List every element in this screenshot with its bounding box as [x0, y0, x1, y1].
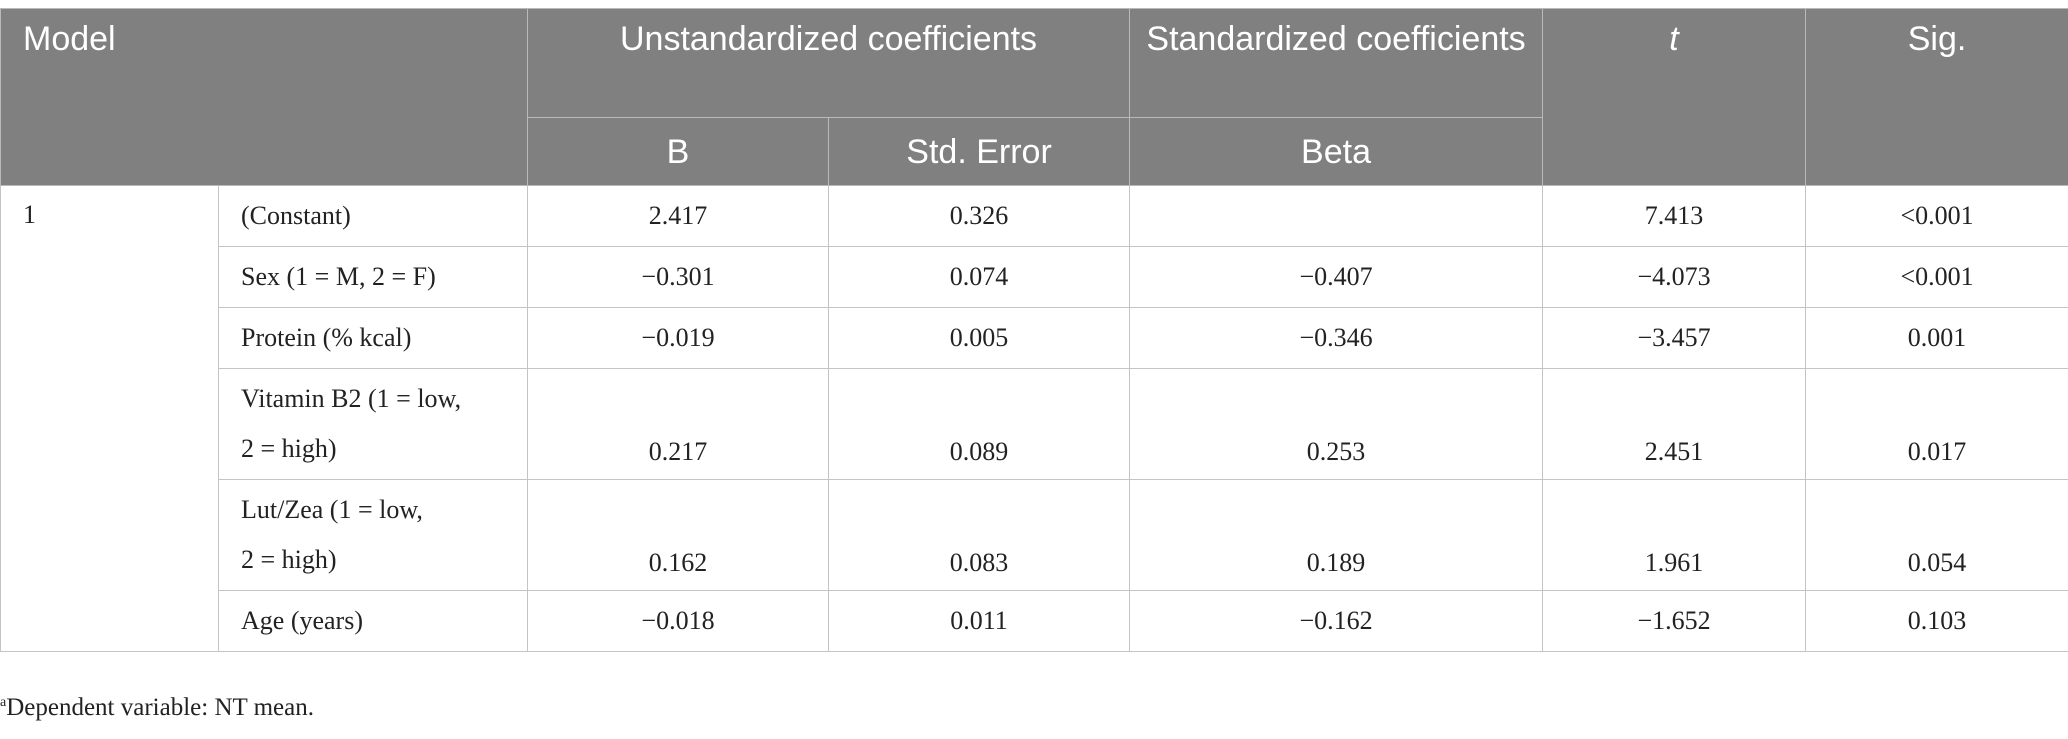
beta-cell [1129, 185, 1544, 247]
table-row: Lut/Zea (1 = low, 2 = high) 0.162 0.083 0… [1, 479, 2068, 591]
sig-cell: 0.054 [1805, 479, 2068, 591]
predictor-line: 2 = high) [241, 545, 337, 574]
sig-cell: 0.001 [1805, 307, 2068, 369]
header-t-label: t [1669, 20, 1679, 58]
std-error-cell: 0.083 [828, 479, 1131, 591]
predictor-cell: Age (years) [217, 590, 529, 652]
table-row: Age (years) −0.018 0.011 −0.162 −1.652 0… [1, 590, 2068, 652]
table-row: Protein (% kcal) −0.019 0.005 −0.346 −3.… [1, 307, 2068, 369]
std-error-cell: 0.089 [828, 368, 1131, 480]
predictor-line: Lut/Zea (1 = low, [241, 495, 423, 524]
table-row: Sex (1 = M, 2 = F) −0.301 0.074 −0.407 −… [1, 246, 2068, 308]
predictor-cell: Vitamin B2 (1 = low, 2 = high) [217, 368, 529, 480]
b-cell: 0.162 [527, 479, 830, 591]
predictor-cell: Sex (1 = M, 2 = F) [217, 246, 529, 308]
header-beta: Beta [1129, 117, 1544, 186]
header-t: t [1542, 8, 1807, 186]
header-sig: Sig. [1805, 8, 2068, 186]
std-error-cell: 0.074 [828, 246, 1131, 308]
b-cell: 0.217 [527, 368, 830, 480]
sig-cell: <0.001 [1805, 246, 2068, 308]
beta-cell: −0.346 [1129, 307, 1544, 369]
t-cell: 7.413 [1542, 185, 1807, 247]
beta-cell: −0.162 [1129, 590, 1544, 652]
beta-cell: −0.407 [1129, 246, 1544, 308]
beta-cell: 0.189 [1129, 479, 1544, 591]
header-unstandardized-coefficients: Unstandardized coefficients [527, 8, 1131, 118]
t-cell: 2.451 [1542, 368, 1807, 480]
header-b: B [527, 117, 830, 186]
predictor-cell: Protein (% kcal) [217, 307, 529, 369]
std-error-cell: 0.011 [828, 590, 1131, 652]
b-cell: −0.018 [527, 590, 830, 652]
table-row: 1 (Constant) 2.417 0.326 7.413 <0.001 [0, 185, 2068, 652]
footnote: aDependent variable: NT mean. [0, 694, 314, 722]
header-standardized-coefficients: Standardized coefficients [1129, 8, 1544, 118]
model-number-cell: 1 [0, 185, 219, 652]
predictor-line: Vitamin B2 (1 = low, [241, 384, 462, 413]
t-cell: −3.457 [1542, 307, 1807, 369]
predictor-cell: (Constant) [217, 185, 529, 247]
std-error-cell: 0.005 [828, 307, 1131, 369]
sig-cell: 0.017 [1805, 368, 2068, 480]
beta-cell: 0.253 [1129, 368, 1544, 480]
header-std-error: Std. Error [828, 117, 1131, 186]
predictor-line: 2 = high) [241, 434, 337, 463]
std-error-cell: 0.326 [828, 185, 1131, 247]
header-model: Model [0, 8, 529, 186]
t-cell: 1.961 [1542, 479, 1807, 591]
sig-cell: <0.001 [1805, 185, 2068, 247]
table-row: Vitamin B2 (1 = low, 2 = high) 0.217 0.08… [1, 368, 2068, 480]
b-cell: −0.019 [527, 307, 830, 369]
footnote-text: Dependent variable: NT mean. [6, 694, 314, 721]
b-cell: 2.417 [527, 185, 830, 247]
t-cell: −1.652 [1542, 590, 1807, 652]
footnote-marker: a [0, 695, 7, 710]
sig-cell: 0.103 [1805, 590, 2068, 652]
b-cell: −0.301 [527, 246, 830, 308]
predictor-cell: Lut/Zea (1 = low, 2 = high) [217, 479, 529, 591]
t-cell: −4.073 [1542, 246, 1807, 308]
coefficients-table: Model Unstandardized coefficients Standa… [0, 8, 2068, 652]
